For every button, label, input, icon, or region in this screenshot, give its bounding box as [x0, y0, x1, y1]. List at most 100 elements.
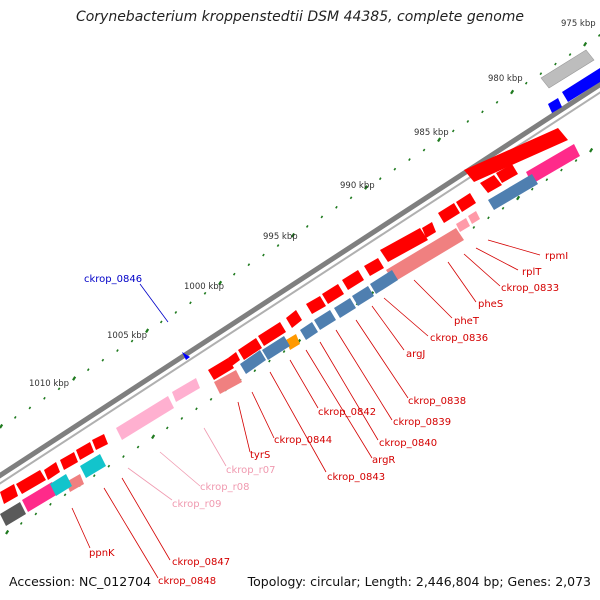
leader-phes [447, 261, 477, 303]
cds-feature[interactable] [92, 434, 108, 450]
cds-feature[interactable] [464, 128, 568, 182]
cds-feature[interactable] [286, 310, 302, 328]
cds-feature[interactable] [322, 284, 344, 304]
pink-feature[interactable] [526, 144, 580, 184]
cds-feature-gray[interactable] [540, 49, 595, 89]
cds-feature[interactable] [0, 484, 18, 504]
trna-feature[interactable] [172, 378, 200, 402]
trna-feature[interactable] [456, 218, 470, 232]
gene-label-ckrop-0838[interactable]: ckrop_0838 [408, 396, 466, 407]
blue-feature[interactable] [300, 322, 318, 340]
cds-feature[interactable] [480, 175, 502, 193]
cds-feature[interactable] [208, 358, 234, 380]
scale-tick [63, 493, 67, 497]
cds-feature[interactable] [60, 452, 78, 470]
blue-feature[interactable] [240, 350, 266, 374]
gene-label-phet[interactable]: pheT [454, 316, 480, 327]
cds-feature[interactable] [44, 462, 60, 480]
gene-label-argj[interactable]: argJ [406, 349, 425, 360]
scale-tick [554, 62, 557, 66]
cds-feature[interactable] [238, 338, 262, 360]
leader-ckrop-0843 [269, 371, 327, 473]
cds-feature[interactable] [380, 228, 428, 262]
cds-feature[interactable] [228, 352, 240, 366]
scale-tick [92, 474, 96, 478]
leader-ckrop-0846 [139, 283, 169, 323]
scale-tick [165, 426, 169, 430]
gene-label-ckrop-r09[interactable]: ckrop_r09 [172, 499, 221, 510]
gene-label-ckrop-0842[interactable]: ckrop_0842 [318, 407, 376, 418]
trna-feature[interactable] [66, 474, 84, 492]
cds-feature[interactable] [364, 258, 384, 276]
gene-label-ckrop-r07[interactable]: ckrop_r07 [226, 465, 275, 476]
accession-text: Accession: NC_012704 [9, 574, 152, 589]
cds-feature-blue[interactable] [562, 68, 600, 102]
scale-tick [320, 215, 324, 219]
scale-tick [276, 244, 280, 247]
cds-feature-blue-small[interactable] [548, 98, 562, 113]
scale-tick [305, 225, 309, 228]
leader-rpml [487, 239, 541, 256]
blue-feature[interactable] [262, 336, 290, 360]
scale-tick [545, 178, 549, 182]
trna-feature[interactable] [214, 370, 242, 394]
blue-feature[interactable] [370, 270, 398, 294]
scale-tick [472, 225, 476, 229]
blue-feature[interactable] [334, 298, 356, 318]
scale-tick-major [510, 89, 515, 95]
kbp-label-975: 975 kbp [561, 19, 596, 29]
gene-label-ppnk[interactable]: ppnK [89, 548, 115, 559]
cds-feature[interactable] [16, 470, 46, 494]
gene-label-rplt[interactable]: rplT [522, 267, 542, 278]
gene-label-ckrop-0843[interactable]: ckrop_0843 [327, 472, 385, 483]
pink-feature[interactable] [22, 482, 58, 512]
gene-label-ckrop-r08[interactable]: ckrop_r08 [200, 482, 249, 493]
scale-tick [28, 406, 32, 410]
cds-feature[interactable] [342, 270, 364, 290]
cds-feature[interactable] [306, 296, 326, 314]
gene-label-phes[interactable]: pheS [478, 299, 503, 310]
cds-feature[interactable] [422, 222, 436, 238]
gene-label-ckrop-0847[interactable]: ckrop_0847 [172, 557, 230, 568]
feature-track-red [0, 128, 568, 504]
scale-tick [232, 272, 236, 276]
gene-label-ckrop-0833[interactable]: ckrop_0833 [501, 283, 559, 294]
scale-tick-major [291, 232, 296, 238]
scale-labels: 975 kbp 980 kbp 985 kbp 990 kbp 995 kbp … [29, 19, 596, 389]
cds-feature[interactable] [258, 322, 286, 346]
orange-feature[interactable] [286, 334, 300, 350]
blue-marker[interactable] [182, 352, 190, 360]
gene-label-ckrop-0839[interactable]: ckrop_0839 [393, 417, 451, 428]
gene-label-ckrop-0840[interactable]: ckrop_0840 [379, 438, 437, 449]
dark-gray-feature[interactable] [0, 502, 26, 526]
cyan-feature[interactable] [80, 454, 106, 478]
gene-label-rpml[interactable]: rpmI [545, 251, 568, 262]
scale-tick [136, 445, 140, 449]
blue-feature[interactable] [488, 174, 538, 210]
trna-feature[interactable] [116, 396, 174, 440]
cds-feature[interactable] [496, 164, 518, 183]
gene-label-ckrop-0836[interactable]: ckrop_0836 [430, 333, 488, 344]
scale-tick [560, 168, 563, 172]
cds-feature[interactable] [76, 442, 94, 460]
trna-feature[interactable] [468, 211, 480, 224]
cyan-feature[interactable] [50, 474, 72, 496]
gene-label-ckrop-0844[interactable]: ckrop_0844 [274, 435, 332, 446]
blue-feature[interactable] [352, 286, 374, 306]
blue-feature[interactable] [314, 310, 336, 330]
gene-label-ckrop-0846[interactable]: ckrop_0846 [84, 274, 142, 285]
leader-phet [413, 279, 453, 319]
gene-label-argr[interactable]: argR [372, 455, 395, 466]
gene-label-ckrop-0848[interactable]: ckrop_0848 [158, 576, 216, 587]
trna-feature[interactable] [386, 228, 464, 282]
cds-feature[interactable] [438, 203, 460, 223]
feature-track-top [182, 49, 600, 360]
scale-tick [393, 167, 397, 171]
scale-tick [122, 455, 125, 459]
gene-label-tyrs[interactable]: tyrS [250, 450, 270, 461]
scale-tick [195, 407, 198, 411]
scale-tick-major [72, 376, 77, 381]
leader-tyrs [237, 401, 251, 453]
cds-feature[interactable] [456, 193, 476, 212]
